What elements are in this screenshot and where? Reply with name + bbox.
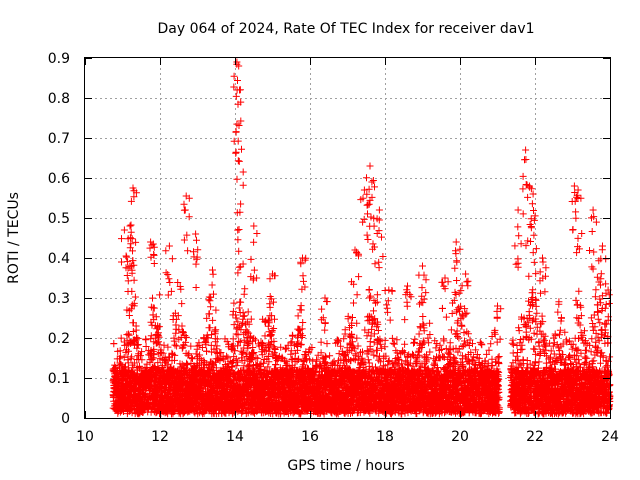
data-points: [109, 58, 614, 418]
data-point-group: [469, 333, 500, 418]
x-tick-label: 24: [601, 429, 619, 445]
y-tick-label: 0.1: [48, 371, 70, 387]
x-tick-label: 10: [76, 429, 94, 445]
data-point-group: [222, 263, 252, 418]
data-point-group: [118, 58, 614, 417]
data-point-group: [312, 336, 342, 418]
data-point-group: [525, 258, 556, 418]
y-tick-label: 0: [61, 411, 70, 427]
y-tick-labels: 0 0.1 0.2 0.3 0.4 0.5 0.6 0.7 0.8 0.9: [48, 51, 70, 427]
x-tick-labels: 10 12 14 16 18 20 22 24: [76, 429, 619, 445]
x-tick-label: 12: [151, 429, 169, 445]
data-point-group: [402, 289, 432, 418]
data-point-group: [570, 286, 601, 418]
data-point-group: [132, 294, 162, 418]
data-point-group: [244, 293, 275, 417]
x-tick-label: 16: [301, 429, 319, 445]
chart-title: Day 064 of 2024, Rate Of TEC Index for r…: [157, 21, 534, 37]
axis-ticks: [85, 58, 611, 419]
x-axis-label: GPS time / hours: [287, 458, 404, 474]
x-tick-label: 14: [226, 429, 244, 445]
data-point-group: [154, 279, 184, 418]
data-point-group: [548, 298, 578, 418]
y-tick-label: 0.3: [48, 291, 70, 307]
data-point-group: [109, 247, 139, 418]
data-point-group: [177, 285, 207, 418]
data-point-group: [424, 319, 454, 418]
x-tick-label: 20: [451, 429, 469, 445]
data-point-group: [379, 334, 410, 418]
y-tick-label: 0.4: [48, 251, 70, 267]
y-tick-label: 0.6: [48, 171, 70, 187]
y-tick-label: 0.8: [48, 91, 70, 107]
data-point-group: [289, 302, 319, 418]
data-point-group: [356, 260, 387, 417]
y-tick-label: 0.5: [48, 211, 70, 227]
y-tick-label: 0.9: [48, 51, 70, 67]
data-point-group: [363, 146, 613, 343]
data-point-group: [267, 315, 297, 418]
x-tick-label: 18: [376, 429, 394, 445]
y-axis-label: ROTI / TECUs: [6, 192, 22, 284]
data-point-group: [492, 272, 533, 418]
y-tick-label: 0.7: [48, 131, 70, 147]
plot-border: [84, 57, 611, 419]
x-tick-label: 22: [526, 429, 544, 445]
y-tick-label: 0.2: [48, 331, 70, 347]
